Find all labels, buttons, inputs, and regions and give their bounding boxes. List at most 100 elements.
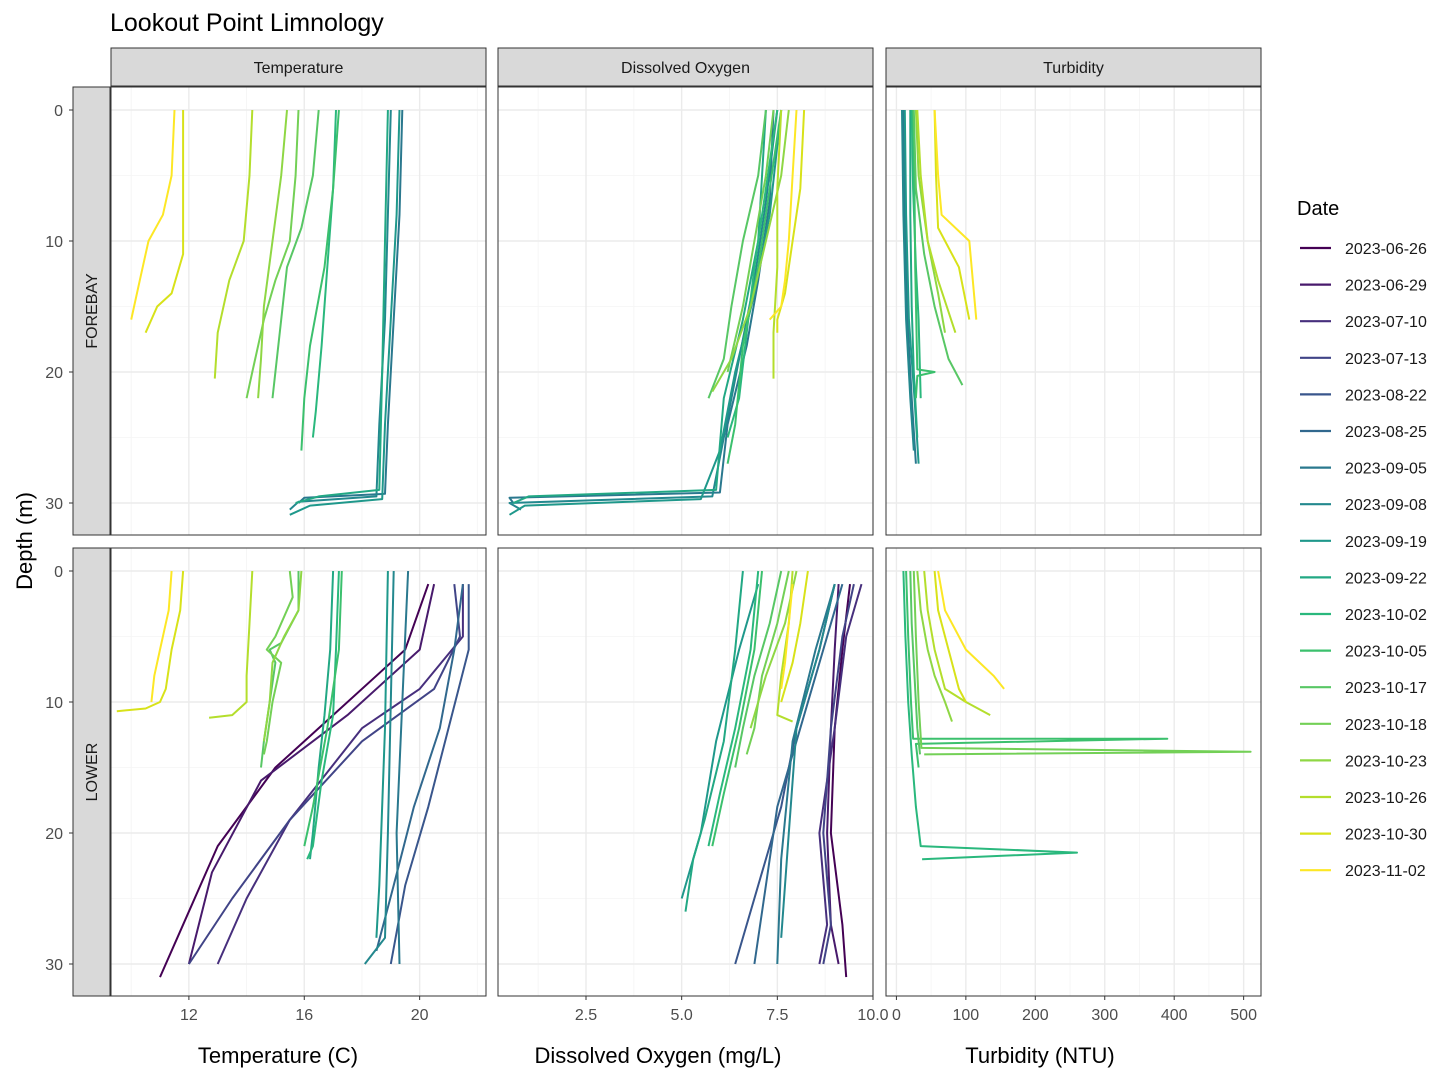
legend-item: 2023-07-13 xyxy=(1300,351,1427,368)
legend: Date 2023-06-26 2023-06-29 2023-07-10 2023-… xyxy=(1297,198,1427,880)
series-line-2023-11-02 xyxy=(130,109,176,320)
legend-label: 2023-08-22 xyxy=(1345,387,1427,404)
series-line-2023-10-30 xyxy=(116,570,185,713)
x-tick-label: 0 xyxy=(892,1007,901,1024)
series-line-2023-10-26 xyxy=(772,109,783,379)
legend-item: 2023-10-23 xyxy=(1300,753,1427,770)
series-line-2023-09-22 xyxy=(909,110,919,438)
panel-background xyxy=(498,87,873,535)
panel-background xyxy=(111,548,486,996)
series-line-2023-11-02 xyxy=(937,570,1005,690)
y-tick-label: 10 xyxy=(45,234,63,251)
legend-label: 2023-06-29 xyxy=(1345,278,1427,295)
series-line-2023-10-17 xyxy=(734,570,783,768)
series-line-2023-09-08 xyxy=(901,109,915,451)
x-tick-label: 100 xyxy=(953,1007,980,1024)
legend-item: 2023-09-05 xyxy=(1300,461,1427,478)
legend-label: 2023-09-22 xyxy=(1345,570,1427,587)
series-line-2023-10-18 xyxy=(912,570,1252,756)
y-tick-label: 20 xyxy=(45,365,63,382)
panel-forebay-do xyxy=(497,86,874,536)
series-line-2023-10-30 xyxy=(933,109,971,320)
panel-border xyxy=(885,547,1262,997)
series-line-2023-11-02 xyxy=(768,109,798,321)
legend-label: 2023-07-10 xyxy=(1345,314,1427,331)
series-lines xyxy=(116,570,470,978)
x-tick-label: 10.0 xyxy=(857,1007,888,1024)
series-line-2023-09-05 xyxy=(902,109,917,464)
column-strips: Temperature Dissolved Oxygen Turbidity xyxy=(110,47,1262,87)
legend-item: 2023-08-22 xyxy=(1300,387,1427,404)
legend-item: 2023-11-02 xyxy=(1300,863,1426,880)
series-line-2023-09-22 xyxy=(295,109,389,504)
series-line-2023-09-19 xyxy=(375,570,389,938)
series-line-2023-06-26 xyxy=(829,583,851,978)
series-line-2023-09-22 xyxy=(684,570,744,912)
series-line-2023-10-30 xyxy=(776,109,806,333)
panel-lower-do: 2.5 5.0 7.5 10.0 xyxy=(497,547,889,1024)
legend-label: 2023-10-26 xyxy=(1345,790,1427,807)
panel-border xyxy=(110,86,487,536)
legend-item: 2023-09-19 xyxy=(1300,534,1427,551)
y-tick-label: 30 xyxy=(45,496,63,513)
legend-label: 2023-11-02 xyxy=(1345,863,1426,880)
series-line-2023-09-08 xyxy=(508,109,779,511)
series-line-2023-09-05 xyxy=(297,109,404,504)
series-lines xyxy=(680,570,863,978)
series-lines xyxy=(508,109,806,516)
series-line-2023-09-08 xyxy=(364,570,395,965)
legend-item: 2023-06-29 xyxy=(1300,278,1427,295)
series-line-2023-10-02 xyxy=(707,570,760,847)
series-line-2023-08-22 xyxy=(389,584,470,965)
y-axis-title: Depth (m) xyxy=(12,492,37,590)
series-line-2023-10-26 xyxy=(923,570,991,716)
series-lines xyxy=(902,570,1252,861)
series-line-2023-10-17 xyxy=(909,570,921,755)
series-line-2023-09-05 xyxy=(508,109,775,504)
legend-item: 2023-08-25 xyxy=(1300,424,1427,441)
y-tick-label: 10 xyxy=(45,695,63,712)
strip-turbidity-label: Turbidity xyxy=(1043,60,1104,77)
series-line-2023-10-17 xyxy=(912,109,964,386)
x-tick-label: 200 xyxy=(1022,1007,1049,1024)
legend-item: 2023-09-08 xyxy=(1300,497,1427,514)
panel-lower-turb: 0 100 200 300 400 500 xyxy=(885,547,1262,1024)
series-line-2023-09-05 xyxy=(395,570,410,965)
series-line-2023-08-25 xyxy=(753,583,844,965)
series-line-2023-06-29 xyxy=(187,583,436,965)
series-line-2023-10-18 xyxy=(726,109,775,373)
series-line-2023-10-17 xyxy=(707,109,767,399)
series-line-2023-11-02 xyxy=(780,584,794,690)
panel-background xyxy=(886,87,1261,535)
legend-label: 2023-10-05 xyxy=(1345,644,1427,661)
panel-background xyxy=(111,87,486,535)
x-tick-label: 2.5 xyxy=(575,1007,597,1024)
panel-lower-temp: 0 10 20 30 12 16 20 xyxy=(45,547,487,1024)
panel-background xyxy=(498,548,873,996)
strip-temperature-label: Temperature xyxy=(254,60,344,77)
x-axis-title-turbidity: Turbidity (NTU) xyxy=(965,1043,1115,1068)
legend-label: 2023-09-19 xyxy=(1345,534,1427,551)
panel-border xyxy=(497,547,874,997)
strip-temperature xyxy=(110,47,487,87)
legend-label: 2023-09-05 xyxy=(1345,461,1427,478)
series-line-2023-10-17 xyxy=(271,109,320,399)
x-axis-title-dissolved-oxygen: Dissolved Oxygen (mg/L) xyxy=(535,1043,782,1068)
series-line-2023-10-26 xyxy=(916,109,957,334)
series-line-2023-10-05 xyxy=(905,570,1169,768)
legend-label: 2023-06-26 xyxy=(1345,241,1427,258)
strip-turbidity xyxy=(885,47,1262,87)
series-line-2023-10-18 xyxy=(262,570,294,755)
series-line-2023-08-25 xyxy=(375,583,464,952)
x-tick-label: 500 xyxy=(1230,1007,1257,1024)
panel-background xyxy=(886,548,1261,996)
legend-label: 2023-08-25 xyxy=(1345,424,1427,441)
legend-title: Date xyxy=(1297,198,1339,220)
series-line-2023-10-05 xyxy=(300,109,340,451)
legend-item: 2023-10-02 xyxy=(1300,607,1427,624)
series-line-2023-10-23 xyxy=(916,570,953,722)
legend-label: 2023-09-08 xyxy=(1345,497,1427,514)
series-line-2023-09-08 xyxy=(780,583,836,938)
series-line-2023-10-30 xyxy=(144,110,185,334)
